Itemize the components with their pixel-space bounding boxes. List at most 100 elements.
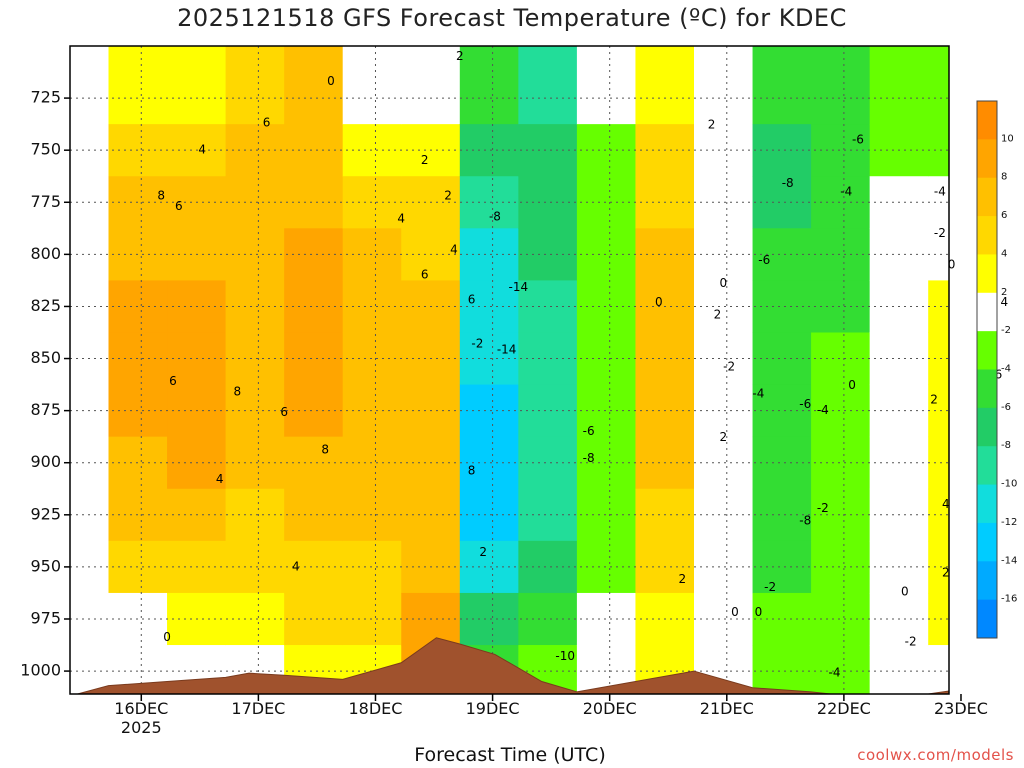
contour-label: 8 bbox=[157, 189, 165, 203]
y-tick-label: 900 bbox=[30, 452, 61, 471]
heat-cell bbox=[576, 280, 636, 333]
colorbar-label: -10 bbox=[1001, 479, 1017, 490]
heat-cell bbox=[342, 540, 402, 594]
contour-label: 6 bbox=[175, 199, 183, 213]
colorbar-label: 4 bbox=[1001, 248, 1007, 259]
heat-cell bbox=[342, 280, 402, 333]
colorbar-label: -12 bbox=[1001, 517, 1017, 528]
heat-cell bbox=[694, 176, 754, 229]
contour-label: -2 bbox=[764, 580, 776, 594]
contour-label: -2 bbox=[723, 359, 735, 373]
heat-cell bbox=[518, 332, 578, 386]
colorbar-swatch bbox=[977, 216, 997, 255]
heat-cell bbox=[928, 280, 949, 333]
colorbar-swatch bbox=[977, 561, 997, 601]
contour-label: -2 bbox=[905, 634, 917, 648]
heat-cell bbox=[342, 124, 402, 177]
heat-cell bbox=[518, 176, 578, 229]
heat-cell bbox=[459, 46, 519, 125]
contour-label: -4 bbox=[934, 184, 946, 198]
heat-cell bbox=[811, 228, 871, 281]
heat-cell bbox=[811, 332, 871, 386]
heat-cell bbox=[928, 488, 949, 542]
chart-title: 2025121518 GFS Forecast Temperature (ºC)… bbox=[177, 4, 847, 32]
colorbar-label: -4 bbox=[1001, 364, 1011, 375]
colorbar-label: -6 bbox=[1001, 402, 1011, 413]
heat-cell bbox=[342, 592, 402, 646]
colorbar-label: -2 bbox=[1001, 325, 1011, 336]
contour-label: 8 bbox=[468, 464, 476, 478]
contour-label: 2 bbox=[942, 566, 950, 580]
heat-cell bbox=[342, 46, 402, 125]
contour-label: 4 bbox=[216, 472, 224, 486]
contour-label: 2 bbox=[444, 189, 452, 203]
colorbar-label: 10 bbox=[1001, 133, 1014, 144]
heat-cell bbox=[811, 592, 871, 646]
contour-label: 4 bbox=[292, 559, 300, 573]
contour-label: 2 bbox=[930, 393, 938, 407]
colorbar-label: 2 bbox=[1001, 287, 1007, 298]
contour-label: 0 bbox=[755, 605, 763, 619]
contour-label: 0 bbox=[901, 584, 909, 598]
heat-cell bbox=[811, 436, 871, 490]
y-axis: 725 750 775 800 825 850 875 900 925 950 975 1000 bbox=[20, 88, 70, 680]
contour-label: 2 bbox=[421, 153, 429, 167]
x-tick-label: 17DEC bbox=[231, 699, 285, 718]
heat-cell bbox=[518, 46, 578, 125]
contour-label: -8 bbox=[489, 209, 501, 223]
contour-label: -14 bbox=[497, 343, 517, 357]
colorbar-swatch bbox=[977, 254, 997, 294]
contour-label: -14 bbox=[509, 280, 529, 294]
heat-cell bbox=[518, 228, 578, 281]
contour-label: -6 bbox=[799, 397, 811, 411]
contour-label: 4 bbox=[1000, 295, 1008, 309]
contour-label: 6 bbox=[421, 268, 429, 282]
heat-cell bbox=[752, 176, 812, 229]
heat-cell bbox=[694, 540, 754, 594]
ground-surface bbox=[75, 637, 949, 694]
heat-cell bbox=[518, 384, 578, 438]
heat-cell bbox=[928, 645, 949, 694]
y-tick-label: 750 bbox=[30, 140, 61, 159]
heat-cell bbox=[576, 592, 636, 646]
heat-cell bbox=[869, 46, 929, 125]
heat-cell bbox=[752, 280, 812, 333]
heat-cell bbox=[752, 645, 812, 694]
contour-label: 2 bbox=[479, 545, 487, 559]
contour-label: -2 bbox=[471, 336, 483, 350]
colorbar-swatch bbox=[977, 331, 997, 370]
colorbar-swatch bbox=[977, 139, 997, 179]
contour-label: 2 bbox=[456, 49, 464, 63]
heat-cell bbox=[108, 332, 168, 386]
contour-label: 0 bbox=[655, 295, 663, 309]
colorbar-label: -16 bbox=[1001, 594, 1017, 605]
heat-cell bbox=[752, 540, 812, 594]
heat-cell bbox=[928, 436, 949, 490]
contour-label: 6 bbox=[995, 368, 1003, 382]
heat-cell bbox=[752, 488, 812, 542]
contour-label: 0 bbox=[719, 276, 727, 290]
heat-cell bbox=[576, 332, 636, 386]
credit-text: coolwx.com/models bbox=[857, 746, 1014, 764]
heat-cell bbox=[811, 280, 871, 333]
heat-cell bbox=[576, 124, 636, 177]
heat-cell bbox=[752, 436, 812, 490]
heat-cell bbox=[401, 46, 461, 125]
contour-label: -8 bbox=[583, 451, 595, 465]
heat-cell bbox=[518, 592, 578, 646]
x-tick-label: 16DEC bbox=[114, 699, 168, 718]
heat-cell bbox=[928, 176, 949, 229]
heat-cell bbox=[752, 124, 812, 177]
y-tick-label: 875 bbox=[30, 400, 61, 419]
x-tick-label: 21DEC bbox=[700, 699, 754, 718]
colorbar-label: 6 bbox=[1001, 210, 1007, 221]
contour-label: 0 bbox=[731, 605, 739, 619]
heat-cell bbox=[342, 488, 402, 542]
colorbar-swatch bbox=[977, 484, 997, 524]
contour-label: 6 bbox=[280, 405, 288, 419]
contour-label: -8 bbox=[782, 176, 794, 190]
heat-cell bbox=[108, 228, 168, 281]
contour-label: -4 bbox=[817, 403, 829, 417]
